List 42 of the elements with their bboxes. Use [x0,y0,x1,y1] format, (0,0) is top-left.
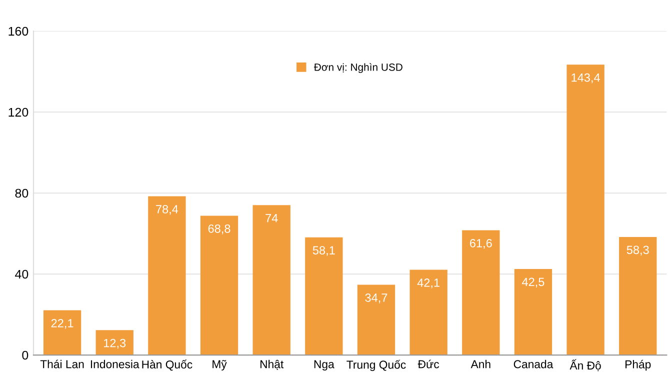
data-label: 58,3 [626,246,649,256]
x-tick-label: Pháp [626,360,651,371]
bar [514,268,552,356]
bar [96,330,134,356]
y-tick-label: 160 [8,26,28,36]
bar [200,216,238,356]
bar [43,310,82,356]
bar [305,237,343,356]
legend-label: Đơn vị: Nghìn USD [314,63,402,73]
y-tick-label: 80 [15,188,28,198]
data-label: 34,7 [365,294,388,304]
data-label: 12,3 [104,338,126,349]
data-label: 74 [266,214,278,222]
y-tick-label: 40 [15,270,28,279]
x-tick-label: Thái Lan [40,360,84,368]
data-label: 42,1 [417,278,440,288]
x-tick-label: Ấn Độ [570,359,601,372]
bar [619,236,657,356]
bar [252,205,290,356]
data-label: 42,5 [522,278,544,288]
x-tick-label: Trung Quốc [346,360,406,371]
x-tick-label: Hàn Quốc [142,360,192,371]
bar [357,284,396,356]
x-tick-label: Nga [314,360,334,370]
bar [148,196,186,356]
x-tick-label: Mỹ [212,360,227,370]
x-tick-label: Canada [514,360,554,368]
bar [566,64,604,356]
x-tick-label: Đức [418,360,440,368]
x-tick-label: Nhật [260,360,284,370]
bar [462,230,500,356]
data-label: 78,4 [156,205,178,215]
data-label: 22,1 [51,319,74,329]
bar [410,270,448,356]
data-label: 68,8 [208,224,230,234]
y-tick-label: 120 [8,108,28,117]
x-tick-label: Indonesia [90,360,140,368]
data-label: 143,4 [572,73,600,84]
data-label: 61,6 [470,239,492,249]
data-label: 58,1 [312,246,335,256]
y-tick-label: 0 [22,350,28,360]
x-tick-label: Anh [470,360,490,368]
